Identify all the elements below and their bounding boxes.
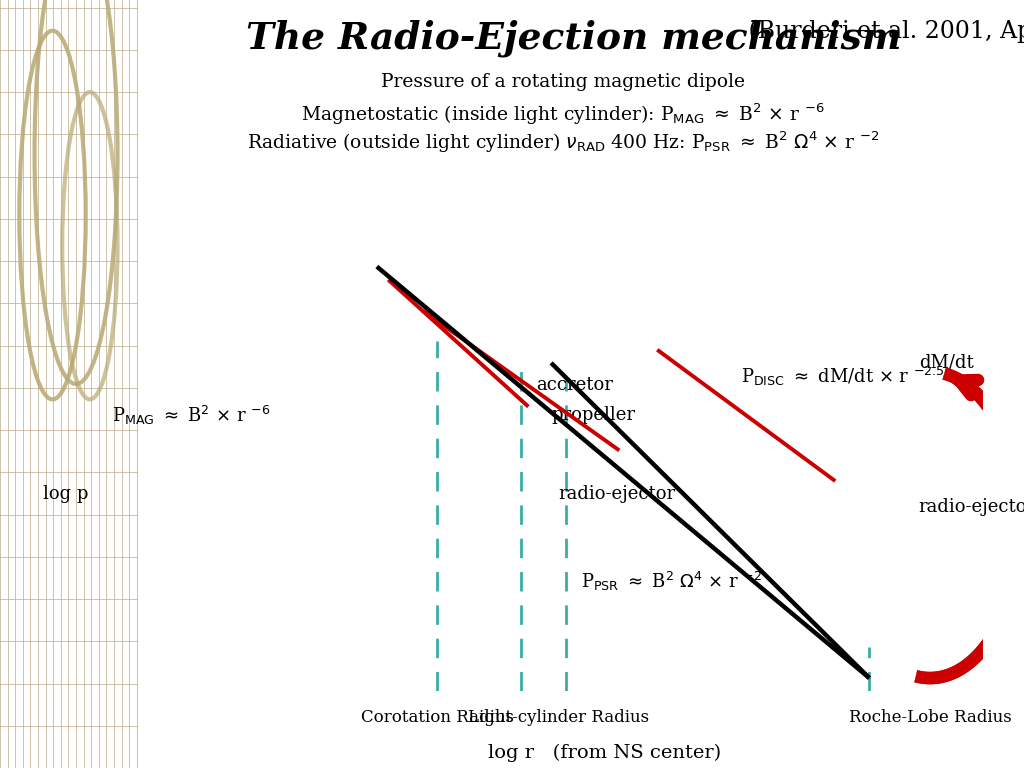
Text: accretor: accretor (536, 376, 612, 394)
Text: dM/dt: dM/dt (919, 354, 974, 372)
Text: Roche-Lobe Radius: Roche-Lobe Radius (849, 709, 1012, 726)
Text: propeller: propeller (551, 406, 635, 425)
Text: Pressure of a rotating magnetic dipole: Pressure of a rotating magnetic dipole (381, 73, 745, 91)
Text: log p: log p (43, 485, 89, 503)
Text: radio-ejector: radio-ejector (919, 498, 1024, 516)
Text: P$_{\rm DISC}$ $\approx$ dM/dt $\times$ r $^{-2.5}$: P$_{\rm DISC}$ $\approx$ dM/dt $\times$ … (740, 365, 944, 388)
Text: Corotation Radius: Corotation Radius (360, 709, 514, 726)
Text: log r   (from NS center): log r (from NS center) (487, 743, 721, 762)
Text: radio-ejector: radio-ejector (559, 485, 676, 503)
Text: P$_{\rm MAG}$ $\approx$ B$^2$ $\times$ r $^{-6}$: P$_{\rm MAG}$ $\approx$ B$^2$ $\times$ r… (112, 404, 270, 427)
Text: Light-cylinder Radius: Light-cylinder Radius (468, 709, 649, 726)
Text: (Burderi et al. 2001, ApJ): (Burderi et al. 2001, ApJ) (741, 19, 1024, 43)
Text: Magnetostatic (inside light cylinder): P$_{\rm MAG}$ $\approx$ B$^2$ $\times$ r : Magnetostatic (inside light cylinder): P… (301, 101, 825, 127)
Text: P$_{\rm PSR}$ $\approx$ B$^2$ $\Omega^4$ $\times$ r $^{-2}$: P$_{\rm PSR}$ $\approx$ B$^2$ $\Omega^4$… (582, 570, 763, 594)
Text: The Radio-Ejection mechanism: The Radio-Ejection mechanism (246, 19, 901, 57)
Text: Radiative (outside light cylinder) $\nu_{\rm RAD}$ 400 Hz: P$_{\rm PSR}$ $\appro: Radiative (outside light cylinder) $\nu_… (247, 130, 880, 155)
